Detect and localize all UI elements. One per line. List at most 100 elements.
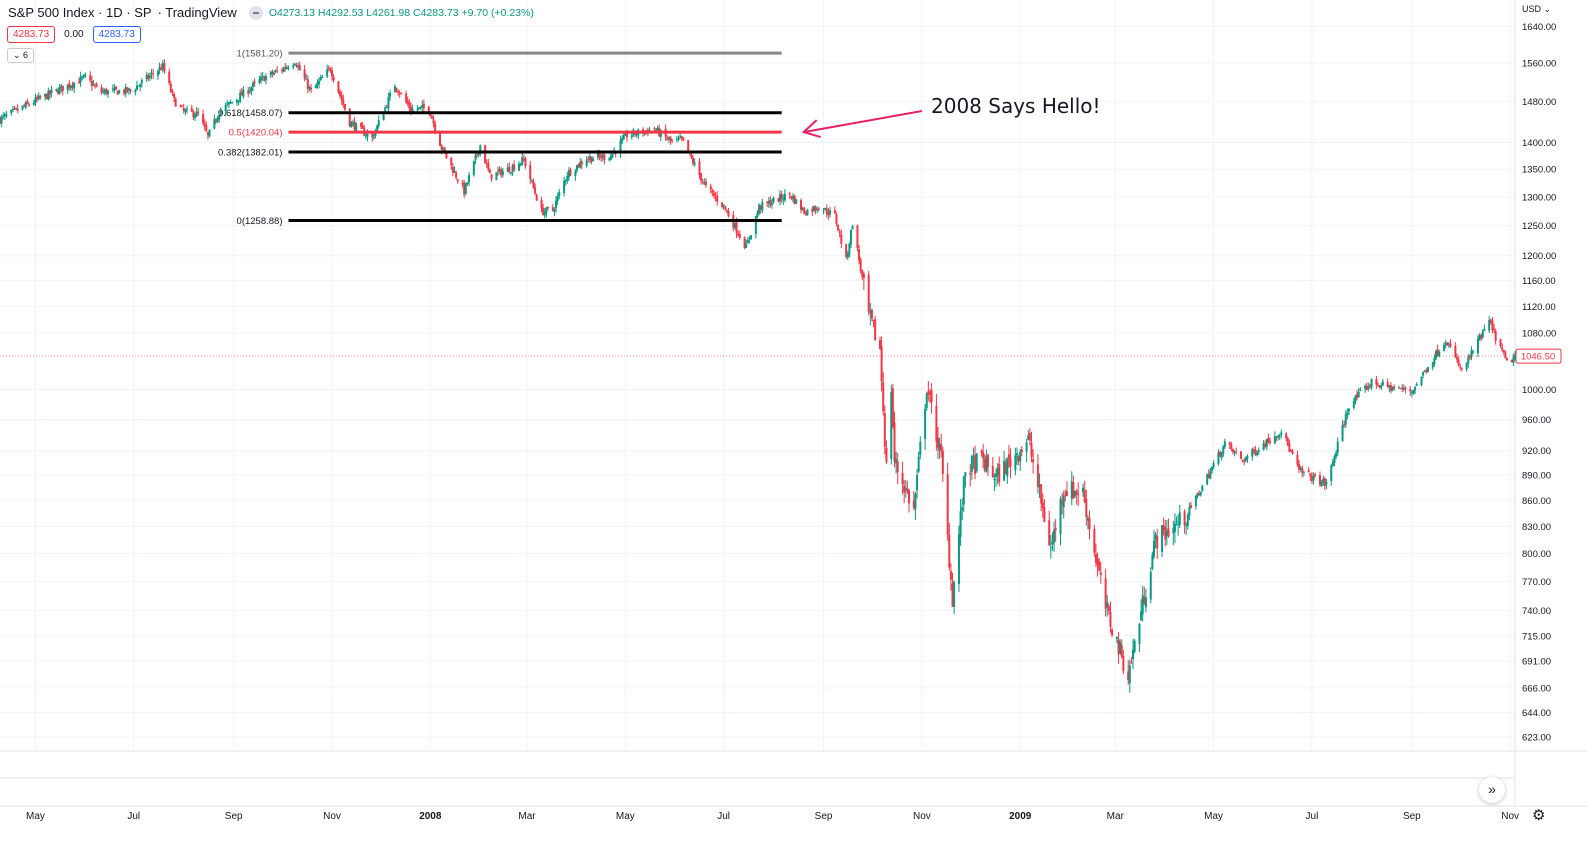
- candle[interactable]: [677, 135, 680, 142]
- candle[interactable]: [137, 85, 140, 87]
- candle[interactable]: [385, 104, 388, 108]
- candle[interactable]: [498, 166, 501, 174]
- candle[interactable]: [173, 92, 176, 103]
- candle-body[interactable]: [321, 77, 324, 79]
- candle[interactable]: [1028, 428, 1031, 446]
- candle[interactable]: [724, 205, 727, 212]
- candle-body[interactable]: [1491, 320, 1494, 331]
- candle[interactable]: [468, 171, 471, 187]
- candle-body[interactable]: [1048, 520, 1051, 546]
- candle-body[interactable]: [791, 196, 794, 199]
- candle[interactable]: [28, 102, 31, 107]
- candle-body[interactable]: [1410, 392, 1413, 394]
- candle-body[interactable]: [1409, 389, 1412, 392]
- candle[interactable]: [1457, 356, 1460, 367]
- candle-body[interactable]: [1367, 386, 1370, 389]
- candle-body[interactable]: [761, 201, 764, 211]
- candle-body[interactable]: [1054, 527, 1057, 531]
- candle-body[interactable]: [1341, 424, 1344, 442]
- candle[interactable]: [1152, 530, 1155, 560]
- candle[interactable]: [181, 105, 184, 107]
- candle-body[interactable]: [123, 89, 126, 94]
- candle[interactable]: [69, 85, 72, 92]
- candle[interactable]: [13, 106, 16, 111]
- candle-body[interactable]: [750, 235, 753, 240]
- candle[interactable]: [292, 63, 295, 70]
- candle[interactable]: [535, 193, 538, 201]
- candle-body[interactable]: [824, 207, 827, 210]
- candle-body[interactable]: [569, 169, 572, 176]
- candle[interactable]: [195, 107, 198, 117]
- candle[interactable]: [1004, 459, 1007, 475]
- candle-body[interactable]: [173, 93, 176, 98]
- candle-body[interactable]: [893, 422, 896, 462]
- candle-body[interactable]: [81, 76, 84, 78]
- candle-body[interactable]: [780, 193, 783, 199]
- candle-body[interactable]: [284, 67, 287, 69]
- candle[interactable]: [371, 132, 374, 142]
- candle-body[interactable]: [158, 67, 161, 71]
- candle[interactable]: [1161, 525, 1164, 557]
- candle-body[interactable]: [746, 240, 749, 244]
- candle[interactable]: [419, 106, 422, 110]
- candle[interactable]: [418, 107, 421, 111]
- candle-body[interactable]: [558, 192, 561, 196]
- candle-body[interactable]: [769, 200, 772, 206]
- candle-body[interactable]: [825, 208, 828, 214]
- candle-body[interactable]: [44, 93, 47, 97]
- candle-body[interactable]: [1277, 435, 1280, 438]
- candle-body[interactable]: [1088, 518, 1091, 530]
- candle[interactable]: [1333, 454, 1336, 467]
- candle-body[interactable]: [1085, 498, 1088, 517]
- candle[interactable]: [1183, 509, 1186, 534]
- candle-body[interactable]: [1173, 523, 1176, 532]
- candle[interactable]: [284, 62, 287, 72]
- candle-body[interactable]: [1036, 464, 1039, 488]
- candle[interactable]: [1211, 466, 1213, 474]
- candle[interactable]: [845, 243, 848, 260]
- candle-body[interactable]: [0, 116, 3, 124]
- candle[interactable]: [1099, 561, 1102, 584]
- candle[interactable]: [106, 89, 109, 99]
- candle[interactable]: [190, 104, 193, 112]
- candle-body[interactable]: [92, 84, 95, 86]
- candle[interactable]: [197, 107, 200, 116]
- candle-body[interactable]: [1336, 441, 1339, 453]
- candle[interactable]: [168, 68, 171, 86]
- candle-body[interactable]: [511, 165, 514, 172]
- candle[interactable]: [158, 62, 161, 75]
- candle-body[interactable]: [126, 87, 129, 92]
- candle-body[interactable]: [517, 164, 520, 171]
- candle-body[interactable]: [630, 135, 633, 138]
- candle-body[interactable]: [1381, 381, 1384, 386]
- candle-body[interactable]: [1331, 461, 1334, 467]
- candle-body[interactable]: [682, 137, 685, 141]
- candle-body[interactable]: [1094, 554, 1097, 563]
- candle[interactable]: [150, 69, 153, 80]
- candle[interactable]: [377, 115, 380, 129]
- candle-body[interactable]: [1106, 602, 1109, 608]
- candle-body[interactable]: [456, 179, 459, 182]
- candle[interactable]: [472, 160, 475, 177]
- candle-body[interactable]: [817, 208, 820, 210]
- candle-body[interactable]: [206, 132, 209, 136]
- candle-body[interactable]: [497, 170, 500, 172]
- candle[interactable]: [113, 84, 116, 94]
- candle-body[interactable]: [1309, 473, 1312, 477]
- candle-body[interactable]: [32, 102, 35, 105]
- candle-body[interactable]: [195, 111, 198, 117]
- candle[interactable]: [1156, 528, 1159, 559]
- candle[interactable]: [532, 178, 535, 189]
- candle-body[interactable]: [545, 207, 548, 214]
- candle-body[interactable]: [82, 75, 85, 78]
- candle[interactable]: [1199, 491, 1202, 497]
- candle-body[interactable]: [535, 194, 538, 201]
- candle[interactable]: [1401, 383, 1404, 393]
- candle-body[interactable]: [816, 209, 819, 211]
- candle[interactable]: [1196, 492, 1199, 499]
- candle[interactable]: [84, 72, 87, 78]
- candle[interactable]: [102, 87, 105, 94]
- candle-body[interactable]: [656, 127, 659, 131]
- candle-body[interactable]: [15, 108, 18, 110]
- candle-body[interactable]: [1444, 342, 1447, 345]
